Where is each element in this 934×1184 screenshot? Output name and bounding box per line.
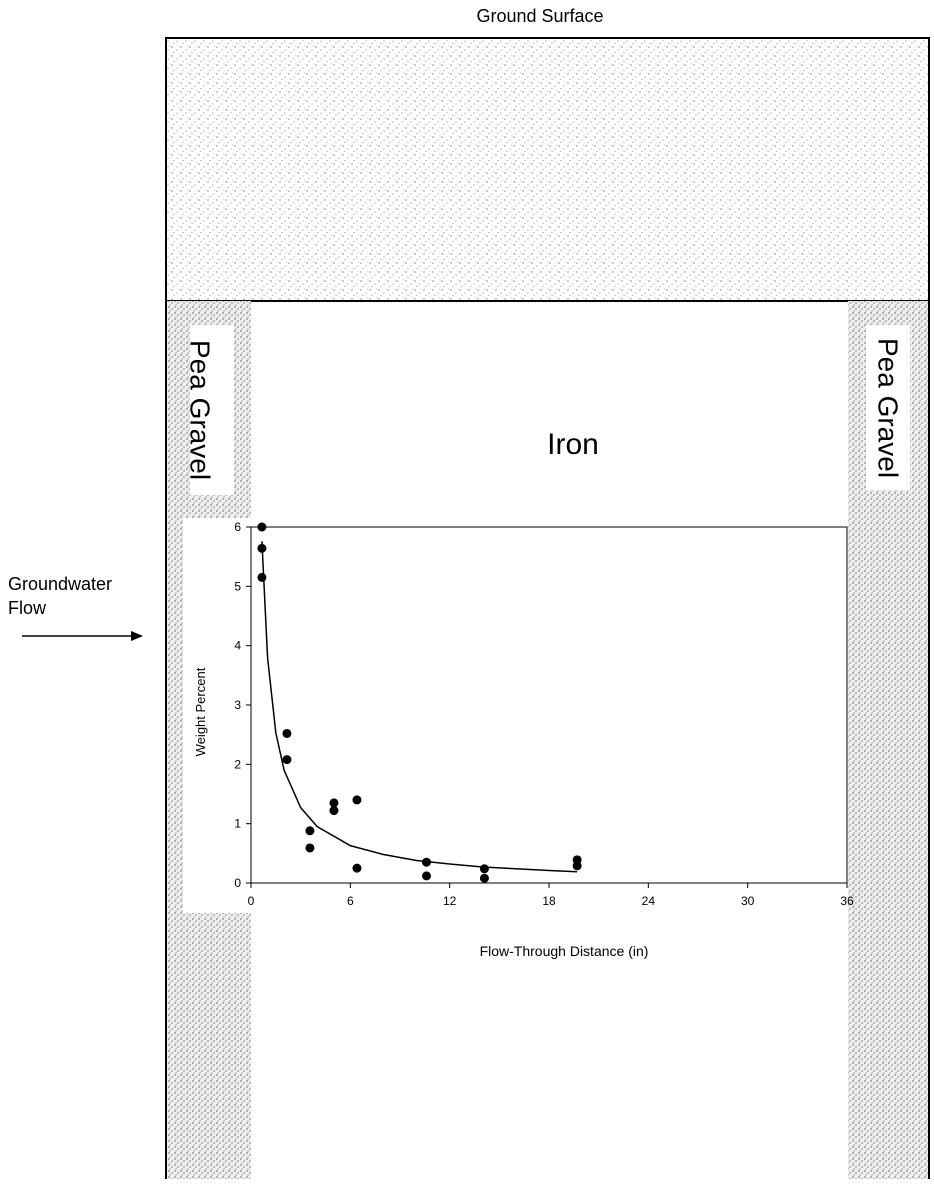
y-tick-label: 6 (234, 520, 241, 534)
data-point (305, 843, 315, 853)
data-point (352, 863, 362, 873)
x-tick-label: 24 (642, 894, 656, 908)
data-point (282, 728, 292, 738)
data-point (421, 871, 431, 881)
x-tick-label: 0 (248, 894, 255, 908)
ground-surface: Ground Surface (476, 6, 603, 26)
y-tick-label: 5 (234, 579, 241, 593)
chart-bg (183, 518, 848, 913)
iron-label: Iron (547, 428, 599, 461)
data-point (421, 857, 431, 867)
y-tick-label: 2 (234, 757, 241, 771)
label-bg (866, 325, 910, 490)
data-point (257, 522, 267, 532)
data-point (479, 864, 489, 874)
flow-arrow-head (131, 631, 143, 641)
y-axis-label: Weight Percent (193, 667, 208, 756)
pea-gravel-label: Pea Gravel (873, 338, 904, 478)
data-point (329, 806, 339, 816)
x-tick-label: 36 (840, 894, 854, 908)
data-point (572, 861, 582, 871)
groundwater-flow-label: Groundwater Flow (8, 574, 113, 618)
data-point (282, 755, 292, 765)
x-axis-label: Flow-Through Distance (in) (480, 943, 649, 959)
data-point (257, 572, 267, 582)
soil (165, 37, 930, 302)
y-tick-label: 0 (234, 876, 241, 890)
fit-curve (261, 541, 578, 873)
x-tick-label: 30 (741, 894, 755, 908)
data-point (479, 873, 489, 883)
y-tick-label: 3 (234, 698, 241, 712)
x-tick-label: 12 (443, 894, 457, 908)
data-point (329, 798, 339, 808)
data-point (305, 826, 315, 836)
y-tick-label: 4 (234, 639, 241, 653)
pea-gravel-label: Pea Gravel (185, 340, 216, 480)
data-point (352, 795, 362, 805)
data-point (257, 543, 267, 553)
x-tick-label: 6 (347, 894, 354, 908)
x-tick-label: 18 (542, 894, 556, 908)
label-bg (190, 325, 234, 495)
y-tick-label: 1 (234, 817, 241, 831)
